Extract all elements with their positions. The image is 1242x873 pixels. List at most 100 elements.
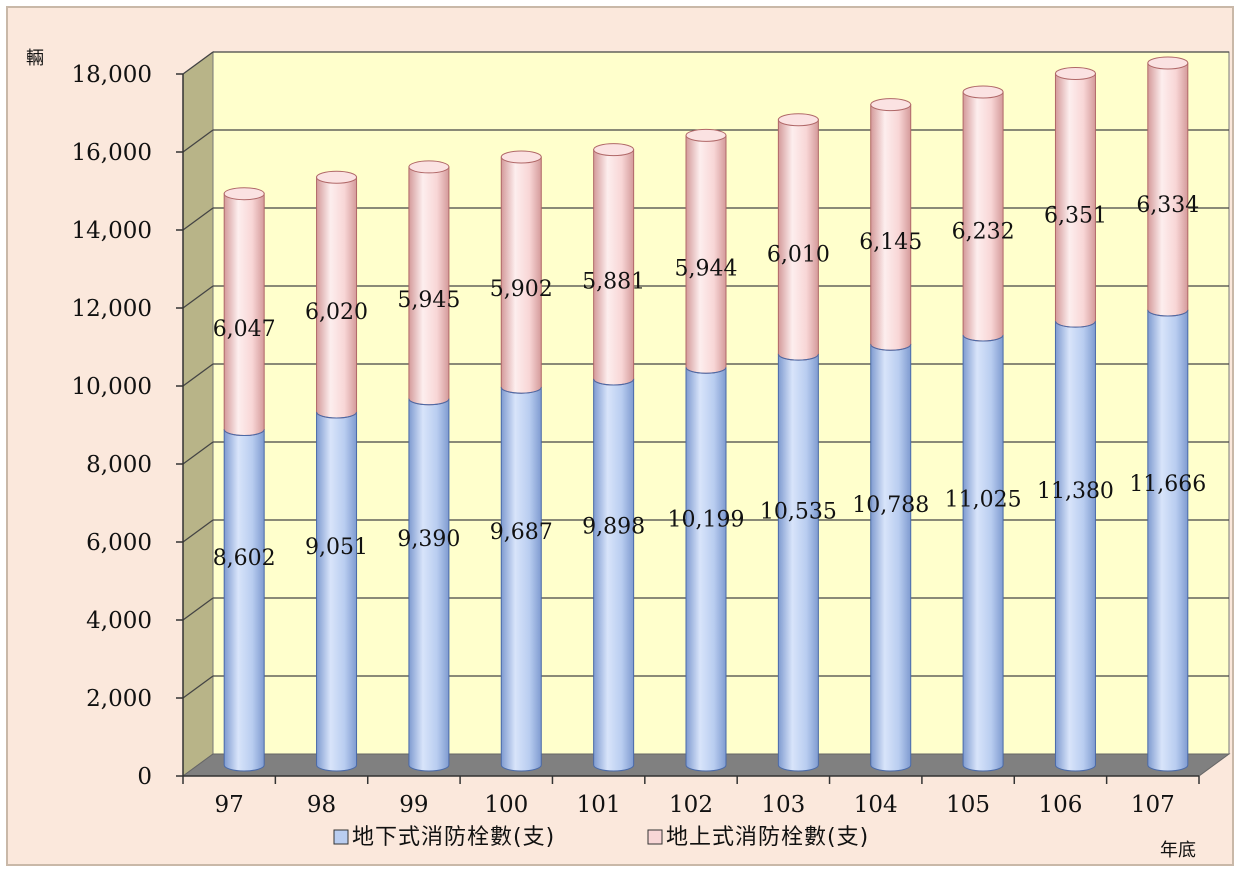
y-tick-label: 14,000 — [72, 218, 152, 244]
data-label-underground: 9,898 — [582, 515, 645, 540]
bar-underground — [593, 378, 635, 772]
y-tick-label: 8,000 — [86, 452, 152, 478]
y-tick-label: 2,000 — [86, 686, 152, 712]
bar-aboveground-cap — [408, 160, 450, 174]
bar-underground — [223, 429, 265, 772]
bar-underground — [685, 366, 727, 772]
data-label-underground: 10,535 — [760, 499, 837, 524]
data-label-aboveground: 6,020 — [305, 300, 368, 325]
bar-underground — [316, 411, 358, 772]
bar-aboveground-cap — [593, 143, 635, 157]
bar-aboveground-cap — [870, 98, 912, 112]
data-label-underground: 9,051 — [305, 535, 368, 560]
bar-underground-top — [408, 398, 450, 406]
legend-swatch-aboveground — [647, 829, 663, 845]
bar-underground-top — [962, 334, 1004, 342]
bar-aboveground-cap — [223, 187, 265, 201]
data-label-aboveground: 6,010 — [767, 242, 830, 267]
data-label-underground: 10,788 — [852, 493, 929, 518]
x-tick-label: 98 — [307, 792, 336, 818]
bar-underground-top — [685, 367, 727, 374]
bar-aboveground — [500, 156, 542, 394]
bar-underground — [962, 334, 1004, 772]
bar-underground — [1054, 320, 1096, 772]
data-label-aboveground: 5,902 — [490, 277, 553, 302]
data-label-underground: 9,687 — [490, 520, 553, 545]
y-tick-label: 6,000 — [86, 530, 152, 556]
x-tick-label: 97 — [215, 792, 244, 818]
gridline-side — [182, 597, 214, 621]
bar-underground-top — [1054, 321, 1096, 328]
bar-aboveground — [223, 193, 265, 436]
data-label-aboveground: 5,881 — [582, 269, 645, 294]
gridline-side — [182, 207, 214, 231]
bar-underground-top — [316, 411, 358, 419]
bar-underground-top — [593, 378, 635, 386]
data-label-aboveground: 6,232 — [952, 220, 1015, 245]
bar-aboveground — [316, 176, 358, 419]
data-label-underground: 11,666 — [1129, 472, 1206, 497]
x-tick-label: 106 — [1039, 792, 1083, 818]
gridline-side — [182, 129, 214, 153]
y-tick-label: 16,000 — [72, 140, 152, 166]
bar-underground — [777, 353, 819, 772]
bar-underground — [500, 386, 542, 772]
data-label-aboveground: 6,145 — [859, 230, 922, 255]
bar-aboveground-cap — [1054, 66, 1096, 80]
y-axis-unit: 輛 — [26, 48, 44, 69]
bar-aboveground — [1147, 62, 1189, 317]
legend-swatch-underground — [333, 829, 349, 845]
y-tick-label: 12,000 — [72, 296, 152, 322]
data-label-aboveground: 5,944 — [675, 257, 738, 282]
bar-underground — [408, 398, 450, 772]
y-tick-label: 0 — [137, 764, 152, 790]
data-label-aboveground: 6,047 — [213, 317, 276, 342]
data-label-underground: 10,199 — [668, 507, 745, 532]
bar-underground-top — [1147, 309, 1189, 317]
x-tick-label: 99 — [399, 792, 428, 818]
gridline-side — [182, 51, 214, 75]
data-label-underground: 9,390 — [397, 527, 460, 552]
bar-aboveground-cap — [962, 85, 1004, 99]
bar-underground — [1147, 309, 1189, 772]
gridline-side — [182, 675, 214, 699]
bar-aboveground — [870, 104, 912, 351]
x-tick-label: 100 — [484, 792, 528, 818]
gridline-side — [182, 285, 214, 309]
x-tick-label: 104 — [854, 792, 898, 818]
bar-aboveground — [777, 119, 819, 361]
bar-underground-top — [223, 429, 265, 436]
data-label-aboveground: 6,334 — [1136, 193, 1199, 218]
bar-aboveground-cap — [777, 113, 819, 127]
data-label-aboveground: 6,351 — [1044, 204, 1107, 229]
bar-underground-top — [500, 387, 542, 394]
plot-side-wall — [182, 51, 214, 777]
y-tick-label: 18,000 — [72, 62, 152, 88]
x-tick-label: 102 — [669, 792, 713, 818]
bar-underground — [870, 343, 912, 772]
bar-aboveground-cap — [1147, 56, 1189, 70]
gridline-side — [182, 519, 214, 543]
bar-aboveground — [962, 91, 1004, 342]
data-label-underground: 11,380 — [1037, 479, 1114, 504]
x-tick-label: 103 — [761, 792, 805, 818]
x-tick-label: 101 — [577, 792, 621, 818]
gridline-side — [182, 363, 214, 387]
bar-underground-top — [870, 344, 912, 351]
legend-label-underground: 地下式消防栓數(支) — [352, 825, 555, 850]
x-axis-unit: 年底 — [1160, 840, 1196, 861]
data-label-underground: 8,602 — [213, 546, 276, 571]
bar-aboveground — [593, 149, 635, 386]
bar-underground-top — [777, 354, 819, 361]
bar-aboveground — [408, 166, 450, 406]
gridline-side — [182, 441, 214, 465]
bar-aboveground-cap — [685, 128, 727, 142]
x-tick-label: 105 — [946, 792, 990, 818]
bar-aboveground — [685, 134, 727, 374]
y-tick-label: 4,000 — [86, 608, 152, 634]
bar-aboveground — [1054, 72, 1096, 328]
bar-aboveground-cap — [316, 170, 358, 184]
y-tick-label: 10,000 — [72, 374, 152, 400]
data-label-underground: 11,025 — [945, 487, 1022, 512]
